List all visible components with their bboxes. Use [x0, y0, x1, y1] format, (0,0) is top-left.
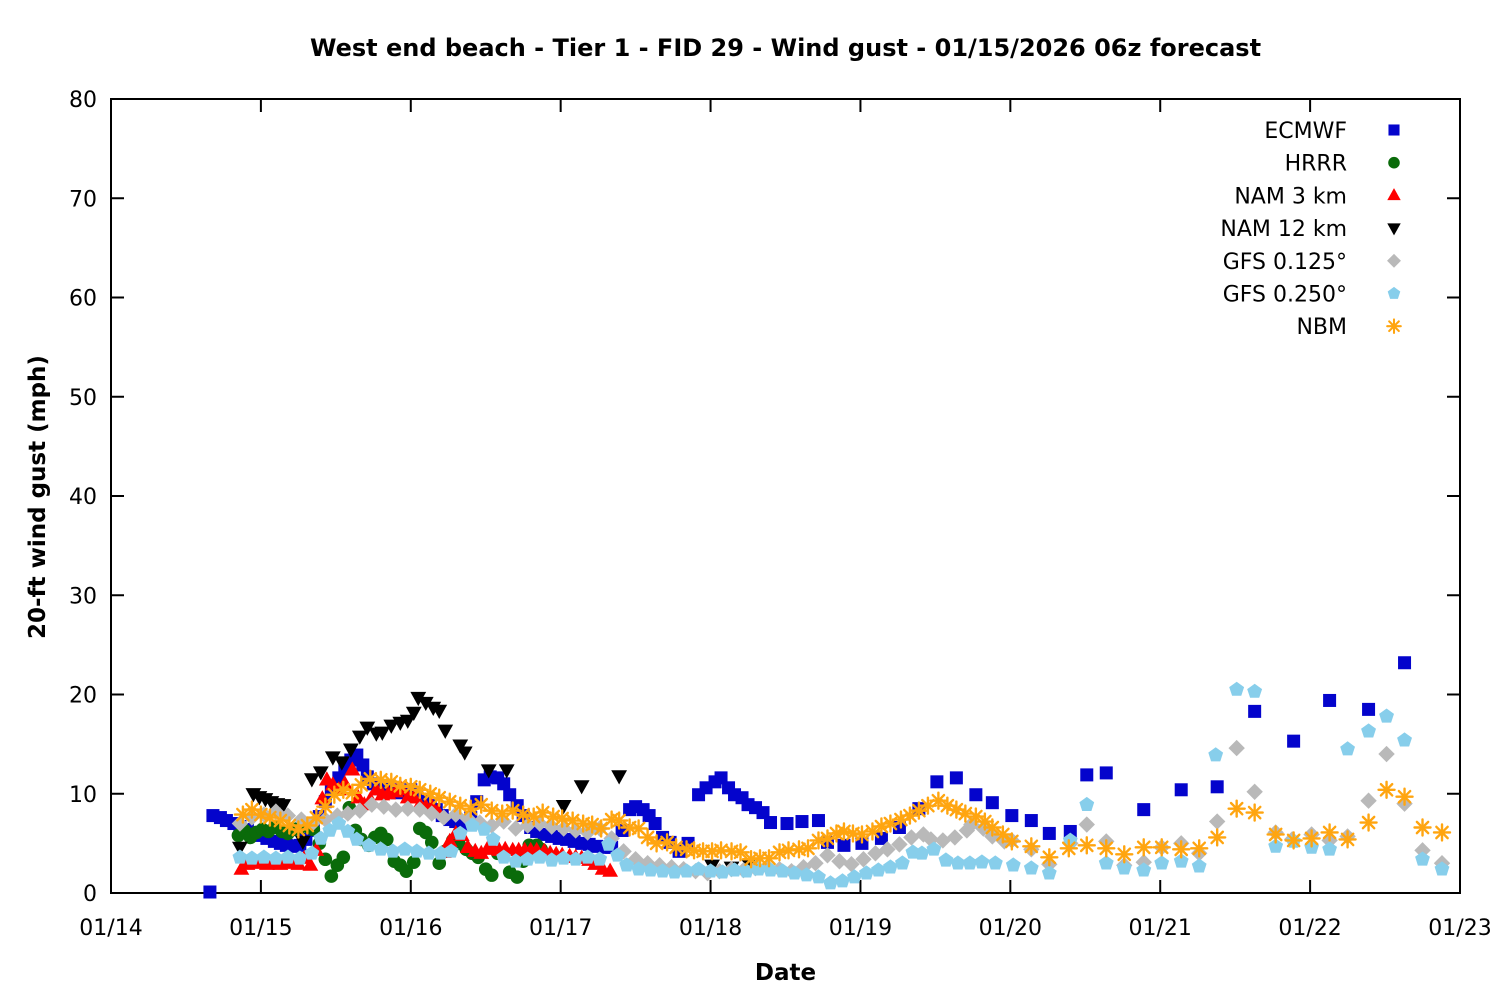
y-tick-label: 0	[83, 882, 97, 907]
legend-entry-hrrr: HRRR	[1285, 152, 1400, 177]
legend-label: ECMWF	[1264, 119, 1347, 144]
y-tick-label: 30	[69, 584, 97, 609]
legend: ECMWF HRRR NAM 3 km NAM 12 km GFS 0.125° GFS …	[1220, 119, 1402, 340]
legend-entry-ecmwf: ECMWF	[1264, 119, 1400, 144]
y-tick-label: 10	[69, 783, 97, 808]
x-tick-label: 01/19	[829, 916, 892, 941]
series-nbm	[233, 769, 1452, 869]
legend-label: GFS 0.125°	[1223, 250, 1347, 275]
legend-label: GFS 0.250°	[1223, 283, 1347, 308]
legend-entry-nam-12-km: NAM 12 km	[1220, 217, 1401, 242]
y-tick-label: 70	[69, 187, 97, 212]
legend-label: NAM 12 km	[1220, 217, 1347, 242]
legend-entry-gfs-0-125-: GFS 0.125°	[1223, 250, 1401, 275]
series-gfs-0-250-	[232, 681, 1450, 890]
y-tick-label: 60	[69, 287, 97, 312]
x-tick-label: 01/23	[1428, 916, 1491, 941]
y-tick-label: 40	[69, 485, 97, 510]
legend-entry-gfs-0-250-: GFS 0.250°	[1223, 283, 1401, 308]
legend-entry-nbm: NBM	[1296, 315, 1402, 340]
legend-entry-nam-3-km: NAM 3 km	[1234, 184, 1401, 209]
y-tick-label: 20	[69, 684, 97, 709]
x-tick-label: 01/14	[79, 916, 142, 941]
plot-axes: 0 10 20 30 40 50 60 70 80 01/14 01/15 01/16 01/17 01/…	[69, 88, 1492, 941]
x-tick-label: 01/22	[1278, 916, 1341, 941]
x-tick-label: 01/21	[1129, 916, 1192, 941]
legend-label: HRRR	[1285, 152, 1347, 177]
y-tick-label: 50	[69, 386, 97, 411]
x-tick-label: 01/16	[379, 916, 442, 941]
x-tick-label: 01/17	[529, 916, 592, 941]
chart-title: West end beach - Tier 1 - FID 29 - Wind …	[309, 34, 1262, 62]
x-tick-label: 01/18	[679, 916, 742, 941]
x-axis-label: Date	[754, 960, 817, 986]
x-tick-label: 01/15	[229, 916, 292, 941]
x-tick-label: 01/20	[979, 916, 1042, 941]
legend-label: NBM	[1296, 315, 1347, 340]
legend-label: NAM 3 km	[1234, 184, 1347, 209]
y-tick-label: 80	[69, 88, 97, 113]
